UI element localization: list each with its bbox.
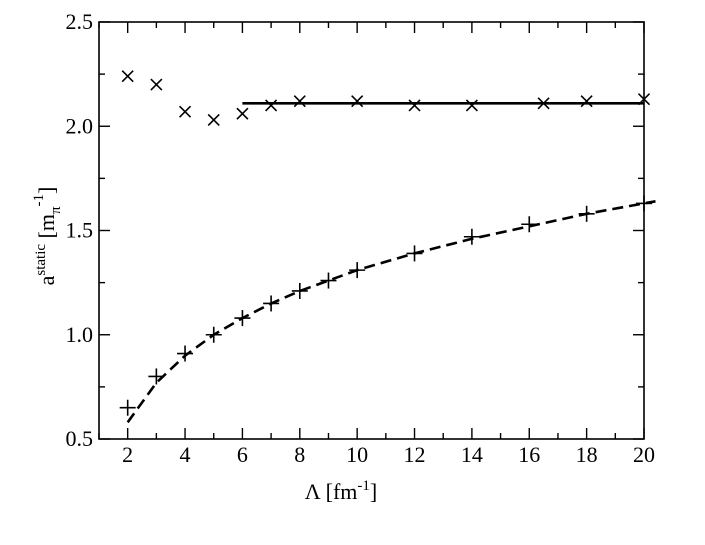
x-marker-stroke: [465, 99, 478, 112]
x-marker-point: [580, 95, 593, 108]
x-marker-point: [178, 105, 192, 118]
series-1: [119, 195, 652, 416]
x-marker-stroke: [150, 78, 163, 91]
x-marker-stroke: [207, 113, 220, 127]
plus-marker-point: [463, 228, 480, 245]
dashed-fit-line: [126, 200, 656, 424]
x-marker-point: [236, 107, 249, 120]
plus-marker-point: [177, 345, 194, 362]
x-marker-point: [150, 78, 163, 91]
plot-frame: [98, 21, 645, 440]
x-marker-stroke: [580, 95, 593, 108]
x-marker-point: [265, 99, 278, 112]
x-marker-point: [293, 95, 306, 108]
y-axis-title: astatic [mπ-1]: [31, 187, 64, 286]
series-0: [121, 70, 651, 127]
x-tick-label: 16: [518, 442, 540, 467]
y-tick-label: 2.0: [66, 113, 94, 138]
x-marker-point: [351, 95, 364, 108]
x-tick-label: 14: [461, 442, 483, 467]
x-axis-title: Λ [fm-1]: [305, 478, 377, 504]
x-marker-stroke: [236, 107, 249, 120]
x-tick-label: 8: [294, 442, 305, 467]
y-tick-label: 0.5: [66, 426, 94, 451]
x-marker-point: [121, 70, 134, 83]
y-tick-label: 1.0: [66, 322, 94, 347]
x-tick-label: 18: [576, 442, 598, 467]
x-tick-label: 4: [180, 442, 191, 467]
plus-marker-point: [291, 282, 308, 299]
x-axis: 2 4 6 8 10 12 14 16 18 20: [98, 22, 655, 467]
plus-marker-point: [320, 272, 337, 289]
x-tick-label: 20: [633, 442, 655, 467]
y-tick-label: 2.5: [66, 9, 94, 34]
x-marker-stroke: [293, 95, 306, 108]
plus-marker-point: [119, 399, 136, 416]
y-axis: 0.5 1.0 1.5 2.0 2.5: [66, 9, 644, 451]
x-marker-point: [465, 99, 478, 112]
series-layer: [119, 70, 656, 424]
x-marker-stroke: [265, 99, 278, 112]
x-marker-stroke: [351, 95, 364, 108]
x-marker-stroke: [178, 105, 192, 118]
x-tick-label: 2: [122, 442, 133, 467]
x-marker-stroke: [408, 99, 421, 112]
x-tick-label: 10: [346, 442, 368, 467]
x-tick-label: 6: [237, 442, 248, 467]
x-marker-point: [207, 113, 220, 127]
series-3: [126, 200, 656, 424]
y-tick-label: 1.5: [66, 218, 94, 243]
x-tick-label: 12: [404, 442, 426, 467]
x-marker-stroke: [121, 70, 134, 83]
x-marker-point: [408, 99, 421, 112]
